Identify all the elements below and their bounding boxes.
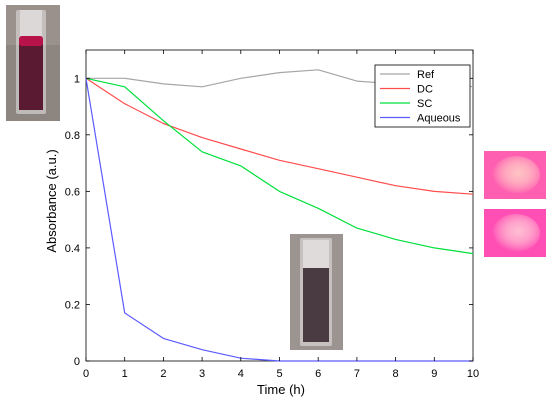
chart-legend: Ref DC SC Aqueous bbox=[374, 64, 471, 128]
series-line-sc bbox=[85, 77, 474, 255]
series-line-dc bbox=[85, 77, 474, 195]
x-tick-label: 2 bbox=[160, 368, 166, 380]
y-tick-label: 0 bbox=[74, 356, 80, 368]
cuvette-cap bbox=[19, 36, 43, 46]
pink-swatch-bottom bbox=[484, 209, 546, 257]
swatch-spot bbox=[492, 156, 540, 194]
x-tick-label: 0 bbox=[83, 368, 89, 380]
y-axis-label: Absorbance (a.u.) bbox=[44, 149, 59, 252]
x-tick-label: 5 bbox=[276, 368, 282, 380]
photo-layer bbox=[6, 5, 546, 350]
pink-swatch-top bbox=[484, 151, 546, 199]
legend-box bbox=[374, 64, 471, 128]
legend-label-ref: Ref bbox=[417, 69, 435, 81]
x-tick-label: 9 bbox=[431, 368, 437, 380]
cuvette-top-glass bbox=[20, 10, 42, 36]
cuvette-liquid bbox=[19, 44, 43, 110]
cuvette-top-glass bbox=[303, 240, 329, 268]
x-tick-label: 1 bbox=[122, 368, 128, 380]
legend-label-aqueous: Aqueous bbox=[417, 113, 461, 125]
legend-label-dc: DC bbox=[417, 84, 433, 96]
x-tick-label: 8 bbox=[393, 368, 399, 380]
x-tick-label: 6 bbox=[315, 368, 321, 380]
swatch-spot bbox=[492, 214, 540, 252]
x-tick-label: 3 bbox=[199, 368, 205, 380]
cuvette-liquid bbox=[303, 268, 329, 342]
chart-ticks: 0 1 2 3 4 5 6 7 8 9 10 0 0.2 0.4 0.6 0.8 1 bbox=[65, 50, 479, 380]
legend-label-sc: SC bbox=[417, 98, 432, 110]
x-tick-label: 10 bbox=[467, 368, 479, 380]
y-tick-label: 0.8 bbox=[65, 130, 80, 142]
y-tick-label: 0.2 bbox=[65, 299, 80, 311]
y-tick-label: 0.6 bbox=[65, 186, 80, 198]
x-axis-label: Time (h) bbox=[257, 382, 305, 397]
x-tick-label: 7 bbox=[354, 368, 360, 380]
y-tick-label: 1 bbox=[74, 73, 80, 85]
cuvette-photo-top-left bbox=[6, 5, 60, 121]
x-tick-label: 4 bbox=[238, 368, 244, 380]
y-tick-label: 0.4 bbox=[65, 243, 80, 255]
cuvette-photo-bottom bbox=[290, 234, 343, 350]
